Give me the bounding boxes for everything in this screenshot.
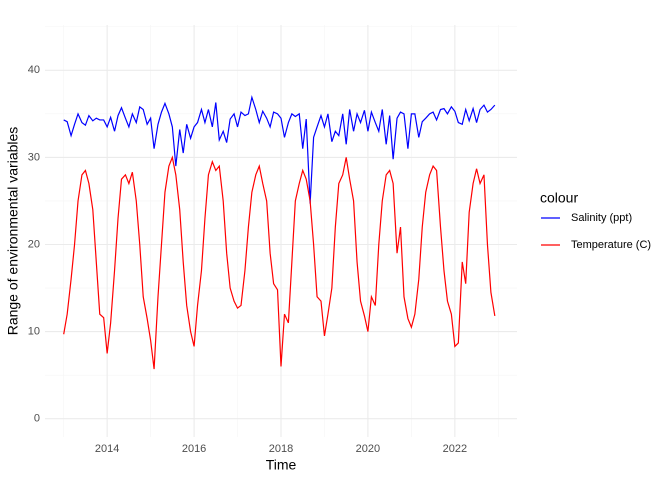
y-tick-label: 30: [28, 151, 40, 163]
x-tick-label: 2022: [443, 443, 467, 455]
series-line: [63, 94, 496, 204]
x-tick-label: 2014: [95, 443, 119, 455]
x-tick-label: 2018: [269, 443, 293, 455]
x-axis-title: Time: [266, 457, 297, 473]
y-axis-title: Range of environmental variables: [5, 127, 21, 336]
y-tick-label: 10: [28, 326, 40, 338]
y-tick-label: 0: [34, 413, 40, 425]
grid: [45, 25, 517, 437]
legend-title: colour: [540, 190, 578, 206]
x-tick-label: 2020: [356, 443, 380, 455]
legend-label: Salinity (ppt): [571, 212, 632, 224]
x-tick-label: 2016: [182, 443, 206, 455]
legend-label: Temperature (C): [571, 239, 651, 251]
y-tick-label: 20: [28, 238, 40, 250]
series-line: [63, 155, 496, 370]
y-tick-label: 40: [28, 64, 40, 76]
